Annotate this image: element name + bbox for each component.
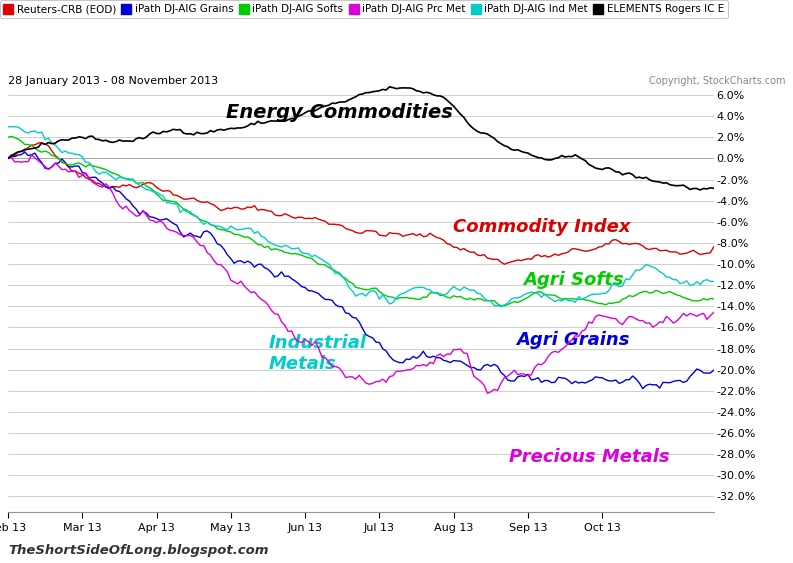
- Text: 28 January 2013 - 08 November 2013: 28 January 2013 - 08 November 2013: [8, 76, 218, 86]
- Text: Industrial
Metals: Industrial Metals: [269, 334, 367, 373]
- Text: Energy Commodities: Energy Commodities: [226, 104, 453, 123]
- Text: Agri Softs: Agri Softs: [523, 271, 624, 289]
- Text: Precious Metals: Precious Metals: [509, 448, 669, 466]
- Text: TheShortSideOfLong.blogspot.com: TheShortSideOfLong.blogspot.com: [8, 544, 268, 557]
- Text: Agri Grains: Agri Grains: [516, 331, 630, 349]
- Text: Copyright, StockCharts.com: Copyright, StockCharts.com: [649, 76, 785, 86]
- Legend: Reuters-CRB (EOD), iPath DJ-AIG Grains, iPath DJ-AIG Softs, iPath DJ-AIG Prc Met: Reuters-CRB (EOD), iPath DJ-AIG Grains, …: [0, 0, 728, 19]
- Text: Commodity Index: Commodity Index: [453, 218, 630, 236]
